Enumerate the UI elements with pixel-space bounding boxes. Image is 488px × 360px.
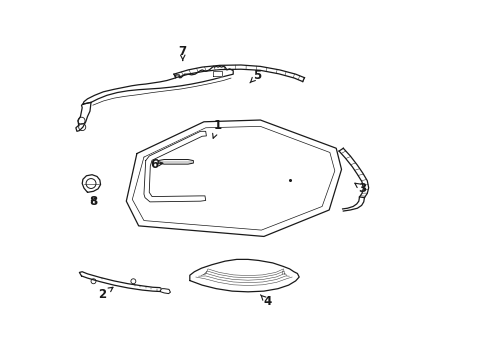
Polygon shape bbox=[83, 66, 233, 104]
Text: 2: 2 bbox=[99, 287, 113, 301]
Polygon shape bbox=[160, 289, 170, 294]
Polygon shape bbox=[338, 148, 368, 198]
Polygon shape bbox=[212, 71, 221, 76]
Polygon shape bbox=[82, 175, 101, 192]
Text: 5: 5 bbox=[249, 69, 261, 83]
Polygon shape bbox=[143, 131, 206, 202]
Polygon shape bbox=[79, 272, 161, 292]
Polygon shape bbox=[189, 259, 299, 292]
Polygon shape bbox=[174, 65, 304, 82]
Text: 4: 4 bbox=[260, 295, 271, 308]
Text: 1: 1 bbox=[212, 119, 222, 138]
Polygon shape bbox=[126, 120, 341, 237]
Polygon shape bbox=[76, 102, 91, 131]
Text: 7: 7 bbox=[178, 45, 186, 60]
Text: 3: 3 bbox=[354, 182, 366, 195]
Polygon shape bbox=[158, 159, 193, 164]
Polygon shape bbox=[342, 197, 364, 211]
Text: 6: 6 bbox=[150, 158, 163, 171]
Text: 8: 8 bbox=[89, 195, 98, 208]
